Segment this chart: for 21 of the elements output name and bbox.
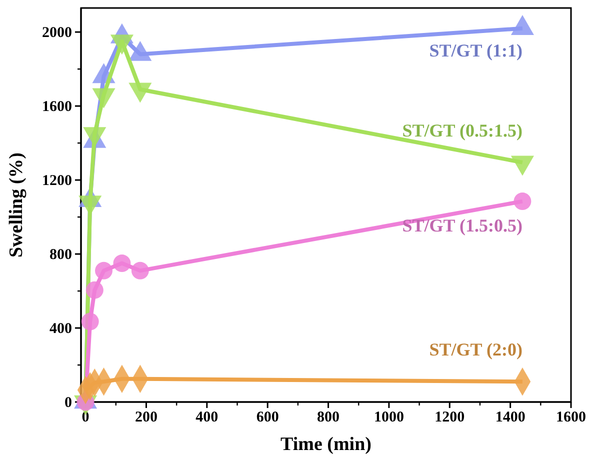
y-tick-label: 1600: [42, 98, 72, 115]
x-tick-label: 1200: [434, 410, 465, 426]
series-label: ST/GT (1:1): [429, 40, 522, 60]
series-label: ST/GT (0.5:1.5): [402, 120, 522, 140]
y-tick-label: 2000: [42, 24, 72, 41]
x-tick-label: 800: [317, 410, 340, 426]
y-tick-label: 800: [50, 246, 72, 263]
x-tick-label: 400: [196, 410, 218, 426]
x-tick-label: 600: [256, 410, 279, 426]
series-label: ST/GT (2:0): [429, 340, 522, 360]
x-tick-label: 0: [82, 410, 90, 426]
x-tick-label: 200: [134, 410, 158, 426]
y-tick-label: 400: [50, 320, 72, 337]
x-axis-title: Time (min): [280, 434, 372, 455]
y-tick-label: 0: [64, 394, 72, 411]
x-tick-label: 1000: [374, 410, 404, 426]
y-tick-label: 1200: [42, 172, 72, 189]
series-label: ST/GT (1.5:0.5): [402, 215, 522, 236]
x-tick-label: 1600: [556, 410, 586, 426]
y-axis-title: Swelling (%): [6, 152, 27, 258]
x-tick-label: 1400: [495, 410, 526, 426]
